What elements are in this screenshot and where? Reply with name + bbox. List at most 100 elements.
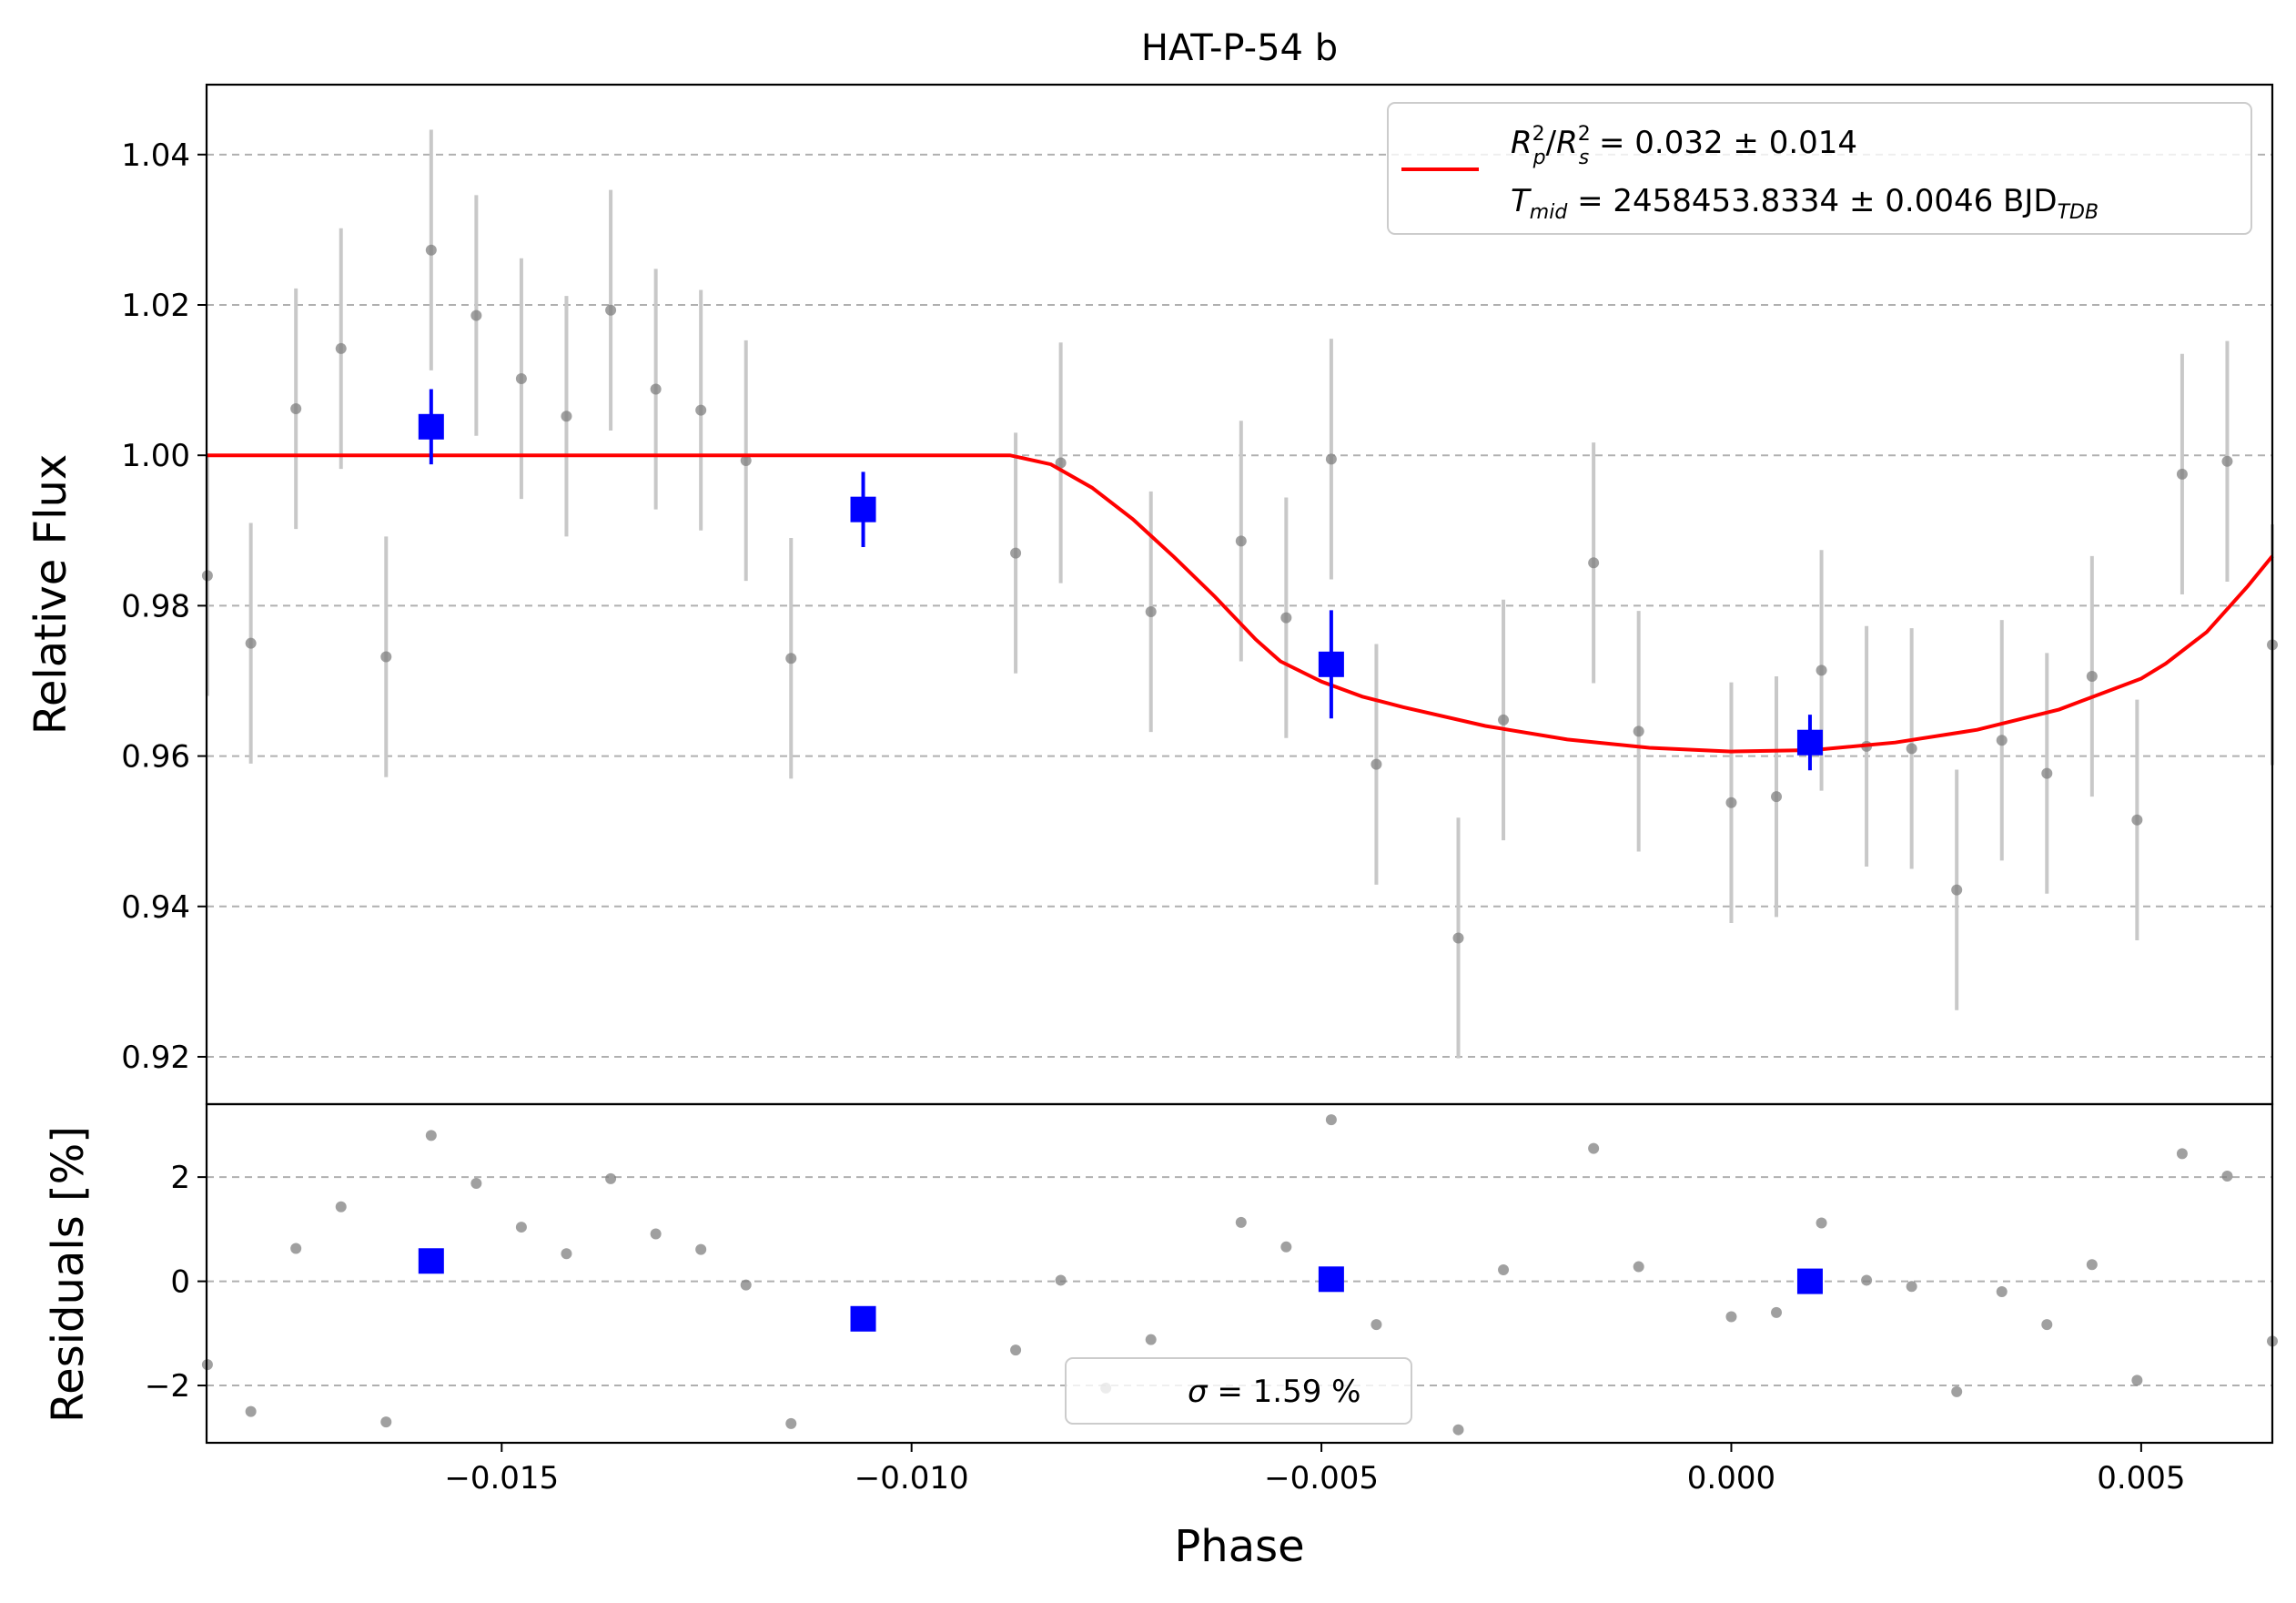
binned-residual-point [1796,1268,1823,1294]
residual-point [380,1416,392,1428]
legend-radius-value: = 0.032 ± 0.014 [1589,125,1857,161]
bottom-y-tick-label: 0 [170,1264,190,1301]
bottom-y-axis-label: Residuals [%] [43,1126,94,1423]
binned-point [1318,651,1344,677]
residual-point [2041,1319,2053,1331]
raw-point [1055,457,1067,469]
binned-residual-point [418,1248,444,1274]
residual-legend-text: σ = 1.59 % [1188,1374,1360,1410]
raw-point [1588,557,1600,569]
raw-point [1280,612,1292,624]
bottom-panel-frame [205,1102,2274,1445]
legend-tmid-value: = 2458453.8334 ± 0.0046 BJD [1567,183,2057,219]
residual-point [1325,1114,1337,1126]
residual-legend: σ = 1.59 % [1065,1357,1412,1425]
residual-point [1951,1385,1963,1397]
raw-point [2131,814,2143,826]
bottom-y-tick-label: 2 [170,1160,190,1196]
raw-point [2176,468,2188,480]
residual-point [515,1222,527,1233]
raw-point [740,454,752,466]
residual-point [2086,1259,2098,1271]
x-tick-label: 0.005 [2097,1460,2185,1496]
raw-point [1235,535,1247,547]
residual-point [695,1243,707,1255]
raw-point [1771,791,1783,803]
raw-point [1951,884,1963,896]
top-y-tick-label: 1.04 [121,137,190,174]
raw-point [1906,743,1917,755]
residual-point [425,1130,437,1141]
raw-point [1996,735,2008,746]
residual-point [1235,1216,1247,1228]
residual-point [1861,1274,1873,1286]
legend-rs-sup: 2 [1578,123,1591,146]
legend-rs-symbol: R [1556,125,1578,161]
top-legend-box [1387,102,2252,235]
residual-point [2131,1375,2143,1386]
residual-point [1816,1217,1827,1229]
raw-point [2086,671,2098,683]
binned-residual-point [1318,1266,1344,1293]
legend-rs-sub: s [1579,147,1589,169]
transit-model-curve [207,453,2274,754]
residual-point [1145,1334,1157,1345]
x-tick-label: −0.010 [855,1460,969,1496]
top-y-ticks: 0.92 0.94 0.96 0.98 1.00 1.02 1.04 [121,137,207,1076]
binned-point [418,413,444,440]
raw-point [2041,767,2053,779]
raw-point [1816,665,1827,676]
residual-point [1452,1424,1464,1436]
raw-point [785,653,797,665]
raw-point [650,383,662,395]
x-ticks: −0.015 −0.010 −0.005 0.000 0.005 [444,1443,2186,1496]
bottom-y-ticks: −2 0 2 [145,1160,207,1405]
x-axis-label: Phase [1174,1521,1304,1572]
x-tick-label: 0.000 [1687,1460,1775,1496]
top-panel: 0.92 0.94 0.96 0.98 1.00 1.02 1.04 Relative Fl… [25,83,2278,1106]
residual-point [1055,1274,1067,1286]
binned-point [850,496,876,522]
residual-point [561,1248,572,1260]
raw-point [1633,725,1644,737]
x-tick-label: −0.015 [444,1460,559,1496]
residual-point [650,1228,662,1240]
legend-t-sub: mid [1530,201,1569,224]
legend-line-tmid: Tmid = 2458453.8334 ± 0.0046 BJDTDB [1511,183,2099,224]
legend-line-radius-ratio: R2 p/R2 s = 0.032 ± 0.014 [1511,123,1857,169]
residual-point [785,1417,797,1429]
legend-rp-symbol: R [1511,125,1532,161]
residual-point [1996,1286,2008,1298]
residual-point [470,1177,482,1189]
legend-sigma-value: = 1.59 % [1208,1374,1361,1410]
bottom-binned-points [418,1248,1823,1332]
legend-slash: / [1546,125,1557,161]
raw-point [335,342,347,354]
residual-point [605,1172,617,1184]
raw-point [470,309,482,321]
x-tick-label: −0.005 [1264,1460,1379,1496]
residual-point [740,1279,752,1291]
legend-t-symbol: T [1511,183,1532,219]
raw-point [380,651,392,663]
raw-point [290,402,302,414]
legend-rp-sub: p [1532,147,1546,169]
residual-legend-box [1065,1357,1412,1425]
raw-point [1452,932,1464,944]
raw-point [515,372,527,384]
raw-point [561,411,572,422]
legend-sigma-symbol: σ [1188,1374,1209,1410]
binned-residual-point [850,1305,876,1332]
raw-point [1010,547,1022,559]
top-legend: R2 p/R2 s = 0.032 ± 0.014 Tmid = 2458453.8… [1387,102,2252,235]
raw-point [1498,714,1510,725]
binned-point [1796,729,1823,756]
residual-point [1371,1319,1382,1331]
residual-point [1633,1261,1644,1273]
top-y-tick-label: 0.94 [121,889,190,926]
raw-point [425,244,437,256]
raw-point [1725,796,1737,808]
residual-point [335,1201,347,1212]
raw-point [1325,453,1337,465]
